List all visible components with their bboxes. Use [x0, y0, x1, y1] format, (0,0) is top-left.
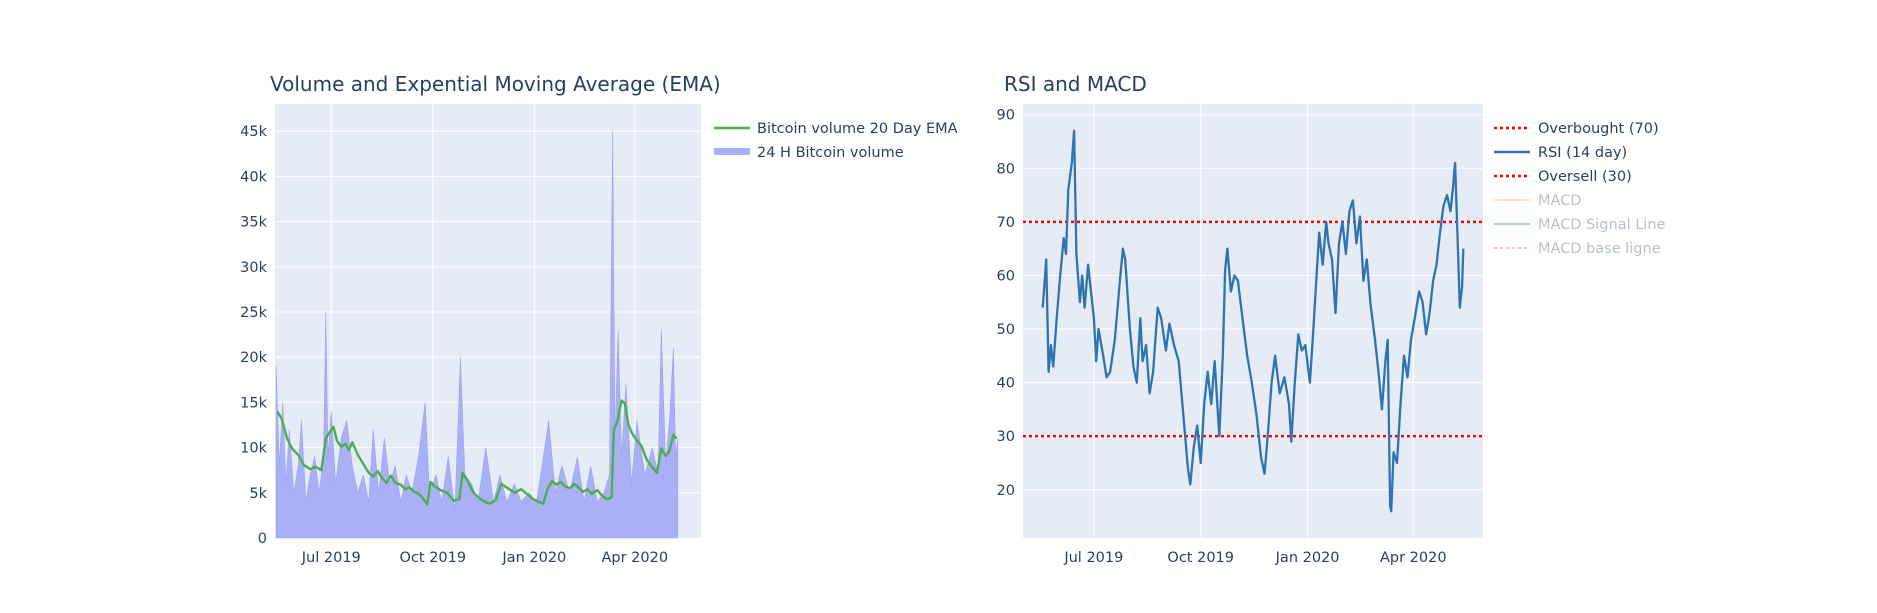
- y-tick-label: 15k: [240, 395, 267, 411]
- legend-item-macd[interactable]: MACD: [1494, 193, 1581, 209]
- legend-label-volume: 24 H Bitcoin volume: [757, 145, 904, 161]
- y-tick-label: 70: [997, 215, 1015, 231]
- volume-x-axis: Jul 2019 Oct 2019 Jan 2020 Apr 2020: [301, 550, 668, 566]
- y-tick-label: 50: [997, 322, 1015, 338]
- legend-item-macd-base[interactable]: MACD base ligne: [1494, 241, 1661, 257]
- legend-item-overbought[interactable]: Overbought (70): [1494, 121, 1659, 137]
- volume-y-axis: 0 5k 10k 15k 20k 25k 30k 35k 40k 45k: [240, 124, 267, 547]
- y-tick-label: 20: [997, 483, 1015, 499]
- x-tick-label: Jan 2020: [501, 550, 566, 566]
- legend-label-ema: Bitcoin volume 20 Day EMA: [757, 121, 958, 137]
- y-tick-label: 30k: [240, 260, 267, 276]
- y-tick-label: 0: [258, 531, 267, 547]
- legend-item-rsi[interactable]: RSI (14 day): [1494, 145, 1627, 161]
- y-tick-label: 40: [997, 376, 1015, 392]
- rsi-gridlines: [1023, 104, 1483, 538]
- x-tick-label: Jul 2019: [1063, 550, 1123, 566]
- rsi-y-axis: 20 30 40 50 60 70 80 90: [997, 108, 1015, 499]
- rsi-plot-area: [1023, 104, 1483, 538]
- rsi-line[interactable]: [1041, 129, 1465, 513]
- y-tick-label: 25k: [240, 305, 267, 321]
- ema-line-series: [276, 399, 678, 506]
- legend-label-overbought: Overbought (70): [1538, 121, 1659, 137]
- x-tick-label: Jan 2020: [1275, 550, 1340, 566]
- x-tick-label: Apr 2020: [601, 550, 668, 566]
- rsi-chart: RSI and MACD 20 30 40 50 60 70 80 90 Jul 2019 Oc…: [997, 72, 1666, 566]
- legend-swatch-volume: [714, 148, 750, 155]
- y-tick-label: 10k: [240, 441, 267, 457]
- legend-item-macd-signal[interactable]: MACD Signal Line: [1494, 217, 1666, 233]
- volume-chart-title: Volume and Expential Moving Average (EMA…: [270, 72, 721, 96]
- y-tick-label: 45k: [240, 124, 267, 140]
- y-tick-label: 40k: [240, 169, 267, 185]
- y-tick-label: 80: [997, 161, 1015, 177]
- volume-area[interactable]: [275, 131, 679, 539]
- volume-area-series: [275, 131, 679, 539]
- rsi-legend[interactable]: Overbought (70) RSI (14 day) Oversell (3…: [1494, 121, 1666, 257]
- legend-label-rsi: RSI (14 day): [1538, 145, 1627, 161]
- legend-item-volume[interactable]: 24 H Bitcoin volume: [714, 145, 904, 161]
- x-tick-label: Oct 2019: [400, 550, 467, 566]
- rsi-threshold-lines: [1023, 220, 1483, 438]
- rsi-x-axis: Jul 2019 Oct 2019 Jan 2020 Apr 2020: [1063, 550, 1446, 566]
- x-tick-label: Oct 2019: [1167, 550, 1234, 566]
- volume-chart: Volume and Expential Moving Average (EMA…: [240, 72, 957, 566]
- legend-item-ema[interactable]: Bitcoin volume 20 Day EMA: [714, 121, 958, 137]
- y-tick-label: 60: [997, 268, 1015, 284]
- y-tick-label: 90: [997, 108, 1015, 124]
- legend-item-oversell[interactable]: Oversell (30): [1494, 169, 1632, 185]
- legend-label-macd-base: MACD base ligne: [1538, 241, 1661, 257]
- legend-label-oversell: Oversell (30): [1538, 169, 1632, 185]
- rsi-chart-title: RSI and MACD: [1004, 72, 1147, 96]
- y-tick-label: 20k: [240, 350, 267, 366]
- x-tick-label: Apr 2020: [1380, 550, 1447, 566]
- y-tick-label: 35k: [240, 215, 267, 231]
- ema-line[interactable]: [276, 399, 678, 506]
- y-tick-label: 30: [997, 429, 1015, 445]
- volume-legend[interactable]: Bitcoin volume 20 Day EMA 24 H Bitcoin v…: [714, 121, 958, 161]
- legend-label-macd-signal: MACD Signal Line: [1538, 217, 1666, 233]
- y-tick-label: 5k: [249, 486, 267, 502]
- rsi-line-series: [1041, 129, 1465, 513]
- x-tick-label: Jul 2019: [301, 550, 361, 566]
- legend-label-macd: MACD: [1538, 193, 1581, 209]
